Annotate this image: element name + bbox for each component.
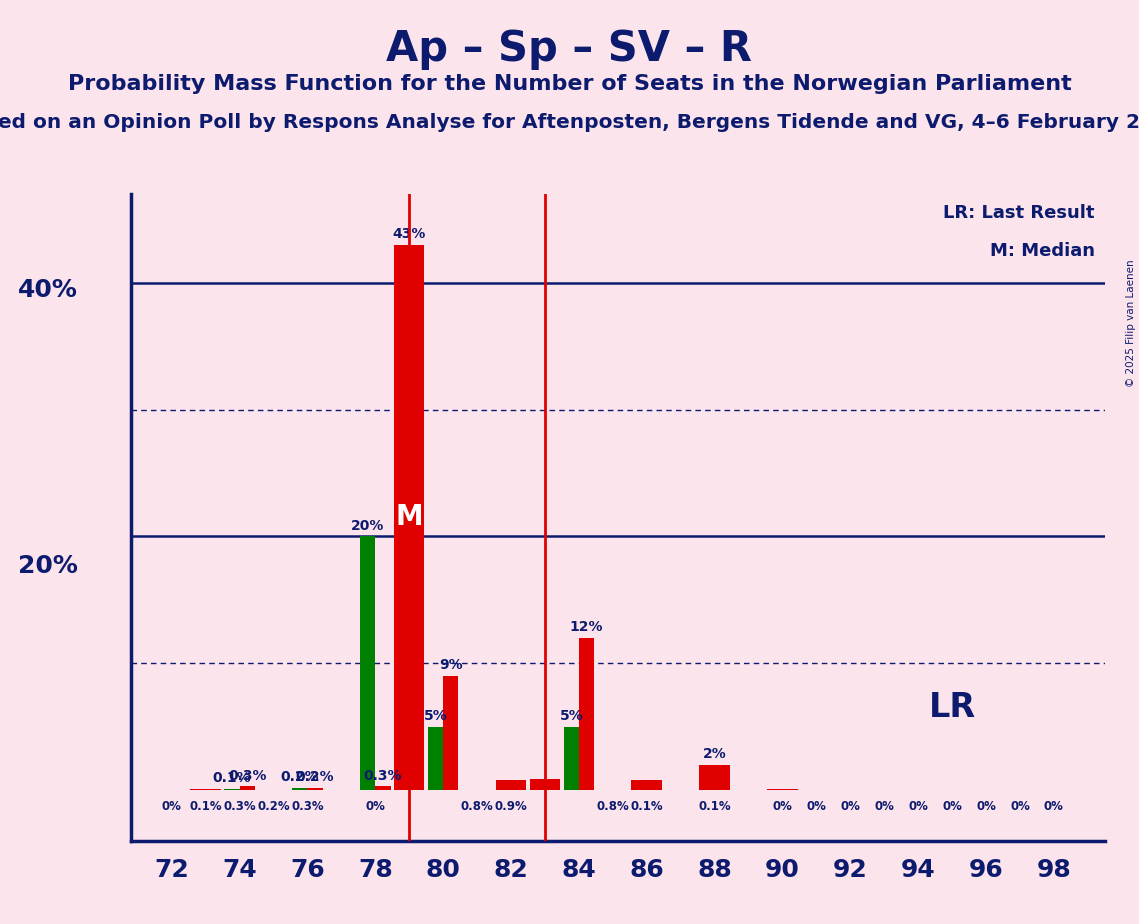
Text: Ap – Sp – SV – R: Ap – Sp – SV – R [386, 28, 753, 69]
Text: M: M [395, 504, 423, 531]
Text: 9%: 9% [439, 658, 462, 672]
Text: 12%: 12% [570, 620, 604, 634]
Text: 2%: 2% [703, 747, 727, 761]
Text: 40%: 40% [17, 278, 77, 302]
Text: 0%: 0% [162, 800, 181, 813]
Bar [530, 779, 560, 790]
Text: 0.8%: 0.8% [597, 800, 629, 813]
Bar [293, 787, 308, 790]
Text: LR: LR [928, 691, 976, 724]
Bar [631, 780, 662, 790]
Bar [308, 787, 322, 790]
Text: 0.8%: 0.8% [460, 800, 493, 813]
Text: 20%: 20% [17, 553, 77, 578]
Text: 0%: 0% [942, 800, 962, 813]
Bar [375, 786, 391, 790]
Bar [394, 245, 425, 790]
Text: © 2025 Filip van Laenen: © 2025 Filip van Laenen [1126, 260, 1136, 387]
Text: 0.3%: 0.3% [292, 800, 323, 813]
Text: Based on an Opinion Poll by Respons Analyse for Aftenposten, Bergens Tidende and: Based on an Opinion Poll by Respons Anal… [0, 113, 1139, 132]
Text: M: Median: M: Median [990, 242, 1095, 261]
Text: 0%: 0% [772, 800, 793, 813]
Text: 0.1%: 0.1% [698, 800, 731, 813]
Text: Probability Mass Function for the Number of Seats in the Norwegian Parliament: Probability Mass Function for the Number… [67, 74, 1072, 94]
Text: 0.1%: 0.1% [189, 800, 222, 813]
Text: 0%: 0% [1010, 800, 1030, 813]
Text: 0%: 0% [908, 800, 928, 813]
Bar [443, 676, 458, 790]
Text: LR: Last Result: LR: Last Result [943, 204, 1095, 222]
Text: 0.1%: 0.1% [213, 771, 252, 785]
Text: 0%: 0% [976, 800, 995, 813]
Bar [239, 786, 255, 790]
Text: 0.9%: 0.9% [494, 800, 527, 813]
Bar [579, 638, 595, 790]
Text: 0%: 0% [875, 800, 894, 813]
Text: 0%: 0% [366, 800, 385, 813]
Text: 0.2%: 0.2% [296, 770, 335, 784]
Text: 20%: 20% [351, 518, 384, 532]
Text: 0%: 0% [841, 800, 860, 813]
Text: 0.2%: 0.2% [257, 800, 289, 813]
Text: 43%: 43% [393, 227, 426, 241]
Bar [360, 537, 375, 790]
Text: 0.3%: 0.3% [228, 769, 267, 783]
Text: 0.1%: 0.1% [631, 800, 663, 813]
Text: 5%: 5% [559, 709, 583, 723]
Text: 0.2%: 0.2% [280, 770, 319, 784]
Text: 0%: 0% [806, 800, 827, 813]
Text: 0.3%: 0.3% [363, 769, 402, 783]
Text: 0%: 0% [1044, 800, 1064, 813]
Bar [495, 780, 526, 790]
Bar [224, 789, 239, 790]
Text: 5%: 5% [424, 709, 448, 723]
Bar [768, 789, 797, 790]
Bar [699, 765, 730, 790]
Bar [564, 726, 579, 790]
Bar [190, 789, 221, 790]
Text: 0.3%: 0.3% [223, 800, 256, 813]
Bar [428, 726, 443, 790]
